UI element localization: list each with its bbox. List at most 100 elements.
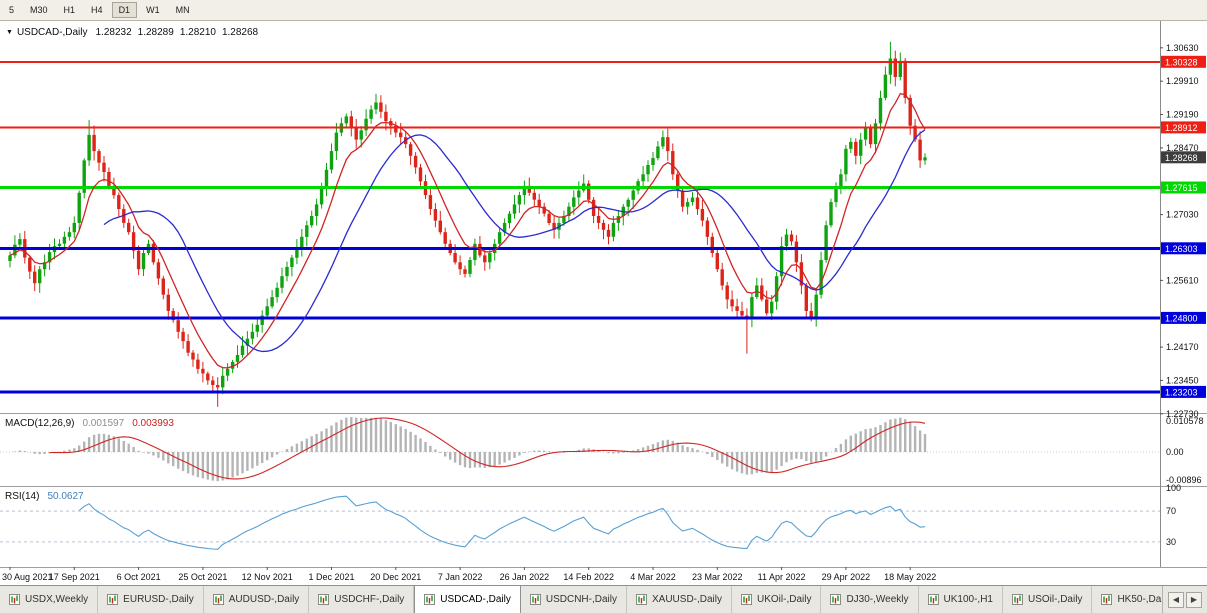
svg-text:70: 70	[1166, 506, 1176, 516]
price-level-badge	[1161, 311, 1206, 324]
tab-scroll-controls: ◀ ▶	[1162, 586, 1207, 613]
mini-chart-icon	[1011, 594, 1023, 605]
mini-chart-icon	[9, 594, 20, 605]
panel-frame	[0, 21, 1207, 568]
svg-text:29 Apr 2022: 29 Apr 2022	[822, 572, 871, 582]
svg-text:0.010578: 0.010578	[1166, 416, 1204, 426]
chart-tab-uk100-h1[interactable]: UK100-,H1	[918, 586, 1003, 613]
svg-text:1.23450: 1.23450	[1166, 375, 1199, 385]
svg-text:30 Aug 2021: 30 Aug 2021	[2, 572, 53, 582]
mini-chart-icon	[927, 594, 939, 605]
svg-text:1.29910: 1.29910	[1166, 76, 1199, 86]
svg-text:1.27030: 1.27030	[1166, 210, 1199, 220]
tab-label: EURUSD-,Daily	[123, 594, 194, 605]
period-button-h4[interactable]: H4	[84, 2, 110, 18]
rsi-panel[interactable]	[0, 495, 1160, 550]
price-axis[interactable]: 1.30630 1.29910 1.29190 1.28470 1.27030 1.256…	[1160, 43, 1206, 547]
tab-label: UK100-,H1	[943, 594, 993, 605]
svg-text:14 Feb 2022: 14 Feb 2022	[563, 572, 614, 582]
mini-chart-icon	[529, 594, 541, 605]
chart-tab-usdx-weekly[interactable]: USDX,Weekly	[0, 586, 99, 613]
period-button-mn[interactable]: MN	[169, 2, 197, 18]
tab-label: DJ30-,Weekly	[846, 594, 909, 605]
svg-text:1.30328: 1.30328	[1165, 57, 1198, 67]
chart-tabs: USDX,Weekly EURUSD-,Daily AUDUSD-,Daily USD…	[0, 586, 1162, 613]
price-chart-canvas[interactable]: 1.30630 1.29910 1.29190 1.28470 1.27030 1.256…	[0, 21, 1207, 585]
chart-tab-eurusd-daily[interactable]: EURUSD-,Daily	[98, 586, 204, 613]
chart-tab-hk50-daily[interactable]: HK50-,Daily	[1092, 586, 1162, 613]
svg-text:7 Jan 2022: 7 Jan 2022	[438, 572, 483, 582]
price-level-badge	[1161, 242, 1206, 255]
price-level-badge	[1161, 55, 1206, 68]
tab-label: AUDUSD-,Daily	[228, 594, 300, 605]
mini-chart-icon	[635, 594, 647, 605]
mini-chart-icon	[424, 594, 436, 605]
price-level-badge	[1161, 151, 1206, 164]
svg-text:-0.00896: -0.00896	[1166, 475, 1202, 485]
svg-text:1.28912: 1.28912	[1165, 123, 1198, 133]
chart-tab-audusd-daily[interactable]: AUDUSD-,Daily	[203, 586, 310, 613]
tabs-scroll-left-button[interactable]: ◀	[1168, 591, 1184, 608]
svg-text:1.28268: 1.28268	[1165, 153, 1198, 163]
mini-chart-icon	[212, 594, 224, 605]
mini-chart-icon	[318, 594, 330, 605]
horizontal-levels-layer[interactable]	[0, 60, 1160, 394]
moving-averages-layer	[9, 92, 926, 369]
mini-chart-icon	[1101, 594, 1113, 605]
chart-tab-usoil-daily[interactable]: USOil-,Daily	[1002, 586, 1093, 613]
chart-tab-usdcad-daily[interactable]: USDCAD-,Daily	[414, 586, 521, 613]
svg-text:1.22730: 1.22730	[1166, 409, 1199, 419]
price-level-badge	[1161, 181, 1206, 194]
tab-label: USDX,Weekly	[25, 594, 89, 605]
chart-tab-xauusd-daily[interactable]: XAUUSD-,Daily	[626, 586, 732, 613]
chart-tab-dj30-weekly[interactable]: DJ30-,Weekly	[821, 586, 919, 613]
price-level-badge	[1161, 385, 1206, 398]
chart-tab-ukoil-daily[interactable]: UKOil-,Daily	[732, 586, 822, 613]
chart-tab-usdcnh-daily[interactable]: USDCNH-,Daily	[520, 586, 627, 613]
tab-label: USDCNH-,Daily	[545, 594, 617, 605]
svg-text:1.25610: 1.25610	[1166, 275, 1199, 285]
tabs-scroll-right-button[interactable]: ▶	[1186, 591, 1202, 608]
svg-text:1.24170: 1.24170	[1166, 342, 1199, 352]
tab-label: USDCAD-,Daily	[440, 594, 511, 605]
tab-label: USDCHF-,Daily	[334, 594, 405, 605]
svg-text:1.24800: 1.24800	[1165, 313, 1198, 323]
period-button-w1[interactable]: W1	[139, 2, 167, 18]
svg-text:12 Nov 2021: 12 Nov 2021	[242, 572, 293, 582]
timeframe-buttons: 5 M30 H1 H4 D1 W1 MN	[1, 0, 198, 20]
svg-text:1.23203: 1.23203	[1165, 387, 1198, 397]
tab-label: HK50-,Daily	[1117, 594, 1162, 605]
svg-text:26 Jan 2022: 26 Jan 2022	[500, 572, 550, 582]
mini-chart-icon	[830, 594, 842, 605]
svg-text:20 Dec 2021: 20 Dec 2021	[370, 572, 421, 582]
price-level-badge	[1161, 121, 1206, 134]
macd-panel[interactable]	[0, 417, 1160, 482]
svg-text:1.30630: 1.30630	[1166, 43, 1199, 53]
svg-text:4 Mar 2022: 4 Mar 2022	[630, 572, 676, 582]
svg-text:100: 100	[1166, 483, 1181, 493]
svg-text:1.29190: 1.29190	[1166, 110, 1199, 120]
tab-label: USOil-,Daily	[1027, 594, 1083, 605]
svg-text:1.28470: 1.28470	[1166, 143, 1199, 153]
svg-text:0.00: 0.00	[1166, 447, 1184, 457]
tab-label: UKOil-,Daily	[757, 594, 812, 605]
svg-text:18 May 2022: 18 May 2022	[884, 572, 936, 582]
svg-text:30: 30	[1166, 537, 1176, 547]
mini-chart-icon	[741, 594, 752, 605]
svg-text:1 Dec 2021: 1 Dec 2021	[308, 572, 354, 582]
timeframe-toolbar: 5 M30 H1 H4 D1 W1 MN	[0, 0, 1207, 21]
chart-context-arrow-icon[interactable]: ▼	[6, 29, 13, 36]
svg-text:25 Oct 2021: 25 Oct 2021	[178, 572, 227, 582]
chart-tab-usdchf-daily[interactable]: USDCHF-,Daily	[309, 586, 415, 613]
period-button-5[interactable]: 5	[2, 2, 21, 18]
svg-text:11 Apr 2022: 11 Apr 2022	[758, 572, 806, 582]
tab-label: XAUUSD-,Daily	[651, 594, 722, 605]
svg-text:23 Mar 2022: 23 Mar 2022	[692, 572, 743, 582]
svg-text:17 Sep 2021: 17 Sep 2021	[49, 572, 100, 582]
period-button-h1[interactable]: H1	[57, 2, 83, 18]
period-button-d1[interactable]: D1	[111, 2, 138, 18]
chart-window: 1.30630 1.29910 1.29190 1.28470 1.27030 1.256…	[0, 21, 1207, 585]
period-button-m30[interactable]: M30	[23, 2, 55, 18]
